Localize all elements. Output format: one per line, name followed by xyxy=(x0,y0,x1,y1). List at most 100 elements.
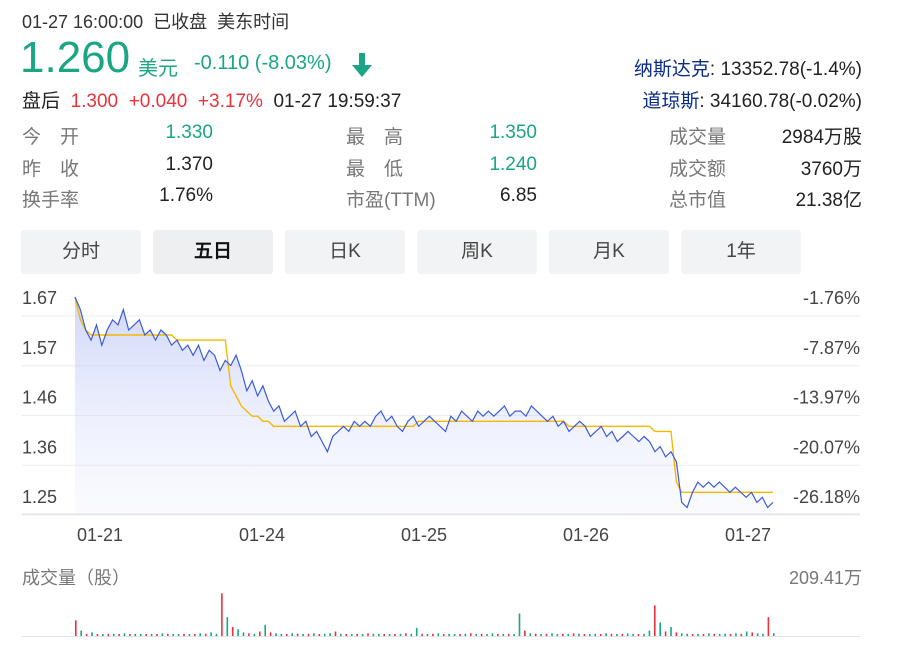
volume-bar xyxy=(437,633,440,636)
prev-close-value: 1.370 xyxy=(165,154,213,175)
volume-bar xyxy=(464,633,467,637)
volume-bar xyxy=(556,634,559,636)
y-tick-left: 1.25 xyxy=(22,487,57,507)
last-price: 1.260 xyxy=(20,33,131,82)
volume-bar xyxy=(405,633,407,636)
tab-one-year[interactable]: 1年 xyxy=(681,230,801,274)
volume-bar xyxy=(621,633,624,637)
volume-bar xyxy=(524,630,526,636)
volume-bar xyxy=(280,633,283,637)
volume-bar xyxy=(156,634,158,636)
index-nasdaq[interactable]: 纳斯达克: 13352.78(-1.4%) xyxy=(634,54,862,81)
market-cap-label: 总市值 xyxy=(669,190,727,211)
low-label: 最 低 xyxy=(346,159,404,180)
volume-bar xyxy=(318,634,321,636)
index-dow-value: : 34160.78(-0.02%) xyxy=(699,91,862,112)
average-price-line xyxy=(74,296,773,493)
prev-close-label: 昨 收 xyxy=(22,159,80,180)
volume-chart-label: 成交量（股） xyxy=(22,568,130,588)
volume-bar xyxy=(134,633,137,637)
volume-bar xyxy=(415,627,418,636)
pe-value: 6.85 xyxy=(500,185,537,206)
volume-bar xyxy=(302,634,304,636)
tab-five-day[interactable]: 五日 xyxy=(153,230,273,274)
volume-bar xyxy=(172,634,174,636)
tab-monthly-k[interactable]: 月K xyxy=(549,230,669,274)
volume-bar xyxy=(686,633,688,637)
after-hours-time: 01-27 19:59:37 xyxy=(273,91,402,112)
volume-bar xyxy=(102,634,104,636)
volume-bar xyxy=(718,634,721,636)
volume-bar xyxy=(426,634,429,636)
volume-bar xyxy=(470,633,472,636)
x-tick-label: 01-25 xyxy=(401,525,447,545)
volume-bar xyxy=(740,633,743,637)
volume-bar xyxy=(675,632,678,636)
volume-bar xyxy=(594,633,596,637)
volume-bar xyxy=(361,634,364,636)
volume-bar xyxy=(540,634,542,636)
quote-datetime: 01-27 16:00:00 xyxy=(22,12,144,32)
after-hours-label: 盘后 xyxy=(22,91,61,112)
volume-bar xyxy=(150,633,153,637)
volume-bar xyxy=(610,633,613,637)
volume-value: 2984万股 xyxy=(781,127,862,148)
y-tick-right: -26.18% xyxy=(793,487,860,507)
volume-bar xyxy=(177,634,180,636)
volume-bar xyxy=(329,633,331,636)
y-tick-right: -13.97% xyxy=(793,388,860,408)
y-tick-left: 1.36 xyxy=(22,437,57,457)
x-tick-label: 01-21 xyxy=(77,525,123,545)
volume-bar xyxy=(589,634,591,636)
change-value: -0.110 xyxy=(194,52,250,74)
volume-bar xyxy=(756,633,759,636)
tab-daily-k[interactable]: 日K xyxy=(285,230,405,274)
volume-bar xyxy=(242,632,245,636)
volume-bar xyxy=(323,633,326,637)
tab-intraday[interactable]: 分时 xyxy=(21,230,141,274)
volume-bar xyxy=(75,620,77,636)
y-tick-right: -20.07% xyxy=(793,437,860,457)
volume-bar xyxy=(129,634,131,636)
volume-bar xyxy=(702,634,705,636)
volume-bar xyxy=(583,634,586,636)
volume-bar xyxy=(112,634,115,636)
index-dow-link[interactable]: 道琼斯 xyxy=(642,91,700,112)
index-dow[interactable]: 道琼斯: 34160.78(-0.02%) xyxy=(642,86,862,113)
volume-bar xyxy=(551,633,553,636)
volume-bar xyxy=(605,633,607,636)
price-area xyxy=(75,297,773,514)
tab-weekly-k[interactable]: 周K xyxy=(417,230,537,274)
volume-bar xyxy=(626,633,629,636)
volume-bar xyxy=(529,633,532,636)
volume-bar xyxy=(670,627,672,636)
volume-bar xyxy=(237,629,239,637)
price-chart[interactable]: 1.67 -1.76% 1.57 -7.87% 1.46 -13.97% 1.36 -20.0… xyxy=(0,0,910,560)
turnover-value: 1.76% xyxy=(159,185,213,206)
volume-bar xyxy=(204,633,207,637)
volume-bar xyxy=(399,633,402,637)
volume-bar xyxy=(334,631,337,636)
volume-bar xyxy=(729,634,732,636)
index-nasdaq-value: : 13352.78(-1.4%) xyxy=(709,59,862,80)
volume-bar xyxy=(188,634,191,636)
volume-bar xyxy=(286,634,288,636)
volume-bar xyxy=(275,633,277,636)
index-nasdaq-link[interactable]: 纳斯达克 xyxy=(633,59,710,80)
volume-bar xyxy=(161,633,164,636)
volume-bar xyxy=(123,633,126,636)
volume-bar xyxy=(708,633,710,636)
volume-bar xyxy=(313,633,315,636)
volume-bar xyxy=(518,613,521,636)
volume-bar xyxy=(751,632,753,636)
volume-bar xyxy=(96,634,99,636)
volume-bar xyxy=(643,633,645,637)
volume-bar xyxy=(194,634,196,636)
volume-bar xyxy=(351,634,353,636)
volume-bar xyxy=(491,633,494,636)
volume-bar xyxy=(85,633,88,637)
volume-bar xyxy=(226,617,229,636)
volume-bar xyxy=(345,634,348,636)
open-value: 1.330 xyxy=(165,122,213,143)
volume-bar xyxy=(664,631,667,636)
